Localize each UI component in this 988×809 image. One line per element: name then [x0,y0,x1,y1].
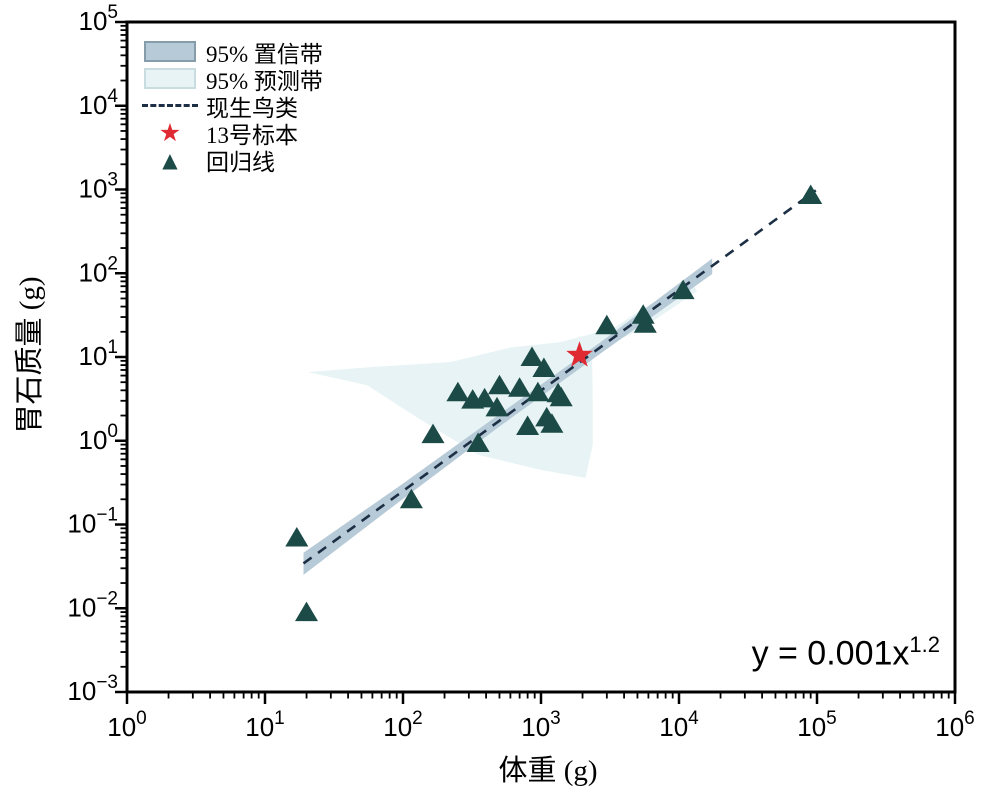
legend-label: 13号标本 [206,122,298,148]
data-point-triangle [799,184,823,204]
data-point-triangle [421,423,445,444]
x-tick-label: 105 [797,708,837,742]
star-icon: ★ [158,118,182,147]
legend-label: 95% 置信带 [206,41,323,67]
y-tick-label: 10−2 [67,588,118,622]
data-point-triangle [595,314,619,335]
confidence-band [303,258,713,575]
confidence-band-swatch [144,41,196,62]
plot-area [285,184,823,622]
data-point-triangle [488,374,511,395]
data-point-triangle [526,381,550,402]
data-point-triangle [285,527,309,547]
plot-frame [125,20,957,694]
data-point-triangle [516,415,540,435]
data-point-triangle [540,413,564,433]
x-tick-label: 101 [245,708,285,742]
y-tick-label: 103 [79,170,119,204]
specimen-13-star [566,341,593,367]
prediction-band-swatch [144,68,196,89]
legend-item-prediction-band: 95% 预测带 [141,65,323,94]
prediction-band [308,280,697,478]
x-tick-label: 103 [521,708,561,742]
legend-item-extant-birds: 现生鸟类 [141,92,323,121]
legend-item-specimen-13: ★ 13号标本 [141,118,323,148]
y-tick-label: 101 [79,337,119,371]
data-point-triangle [295,601,318,622]
dashed-line-icon [142,104,198,107]
data-point-triangle [671,279,695,300]
data-point-triangle [399,488,423,509]
y-tick-label: 10−1 [67,505,118,539]
y-tick-label: 10−3 [67,672,118,706]
legend-label: 现生鸟类 [206,95,298,121]
y-tick-label: 102 [79,253,119,287]
legend-label: 回归线 [206,149,275,175]
data-point-triangle [485,396,509,417]
regression-line [302,189,817,565]
x-tick-label: 106 [935,708,975,742]
x-tick-label: 102 [383,708,423,742]
data-point-triangle [549,386,573,407]
y-tick-label: 105 [79,2,119,36]
legend: 95% 置信带 95% 预测带 现生鸟类 ★ 13号标本 ▲ 回归线 [141,38,323,175]
x-tick-label: 104 [659,708,699,742]
data-point-triangle [446,381,470,402]
data-point-triangle [466,432,490,452]
legend-item-regression: ▲ 回归线 [141,146,323,175]
triangle-icon: ▲ [162,147,178,172]
data-point-triangle [633,313,657,333]
y-tick-label: 104 [79,86,119,120]
x-tick-label: 100 [107,708,147,742]
data-point-triangle [532,357,556,377]
data-point-triangle [473,387,497,408]
legend-label: 95% 预测带 [206,68,323,94]
data-point-triangle [508,377,532,397]
regression-equation: y = 0.001x1.2 [751,632,940,673]
data-point-triangle [631,304,655,324]
legend-item-confidence-band: 95% 置信带 [141,38,323,67]
data-point-triangle [520,346,544,366]
y-tick-label: 100 [79,421,119,455]
